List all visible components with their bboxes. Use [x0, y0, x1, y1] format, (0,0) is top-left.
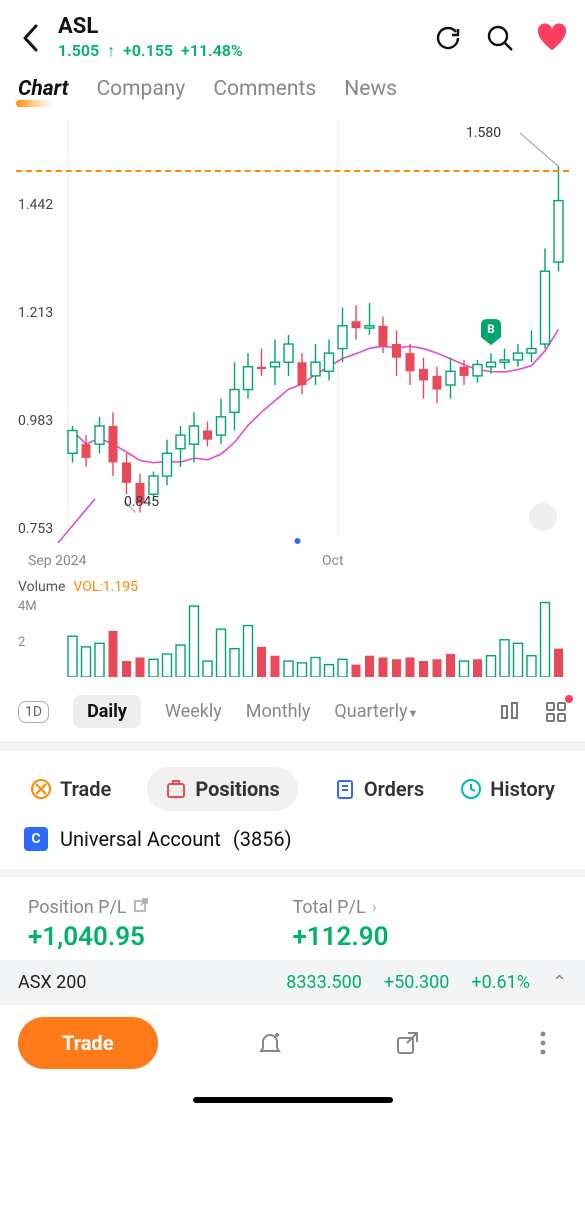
x-axis-label: Sep 2024 [28, 553, 87, 569]
subtab-positions[interactable]: Positions [147, 767, 297, 811]
sub-tabs: Trade Positions Orders History [0, 751, 585, 827]
account-label: Universal Account [60, 827, 221, 851]
interval-monthly[interactable]: Monthly [246, 701, 311, 722]
expand-chart-icon[interactable] [529, 503, 557, 531]
interval-1d[interactable]: 1D [18, 701, 49, 723]
index-pct: +0.61% [471, 972, 530, 993]
alert-bell-icon[interactable] [246, 1019, 294, 1067]
last-price: 1.505 [58, 41, 99, 61]
y-axis-label: 0.983 [16, 413, 55, 429]
external-link-icon[interactable] [133, 897, 149, 918]
price-callout: 0.845 [124, 494, 159, 510]
subtab-positions-label: Positions [195, 777, 279, 801]
chevron-right-icon[interactable]: › [372, 897, 377, 918]
pl-section: Position P/L +1,040.95 Total P/L › +112.… [0, 877, 585, 960]
y-axis-label: 1.442 [16, 197, 55, 213]
refresh-icon[interactable] [433, 23, 463, 53]
ticker-block: ASL 1.505 ↑ +0.155 +11.48% [58, 14, 419, 61]
favorite-heart-icon[interactable] [537, 23, 567, 53]
index-strip[interactable]: ASX 200 8333.500 +50.300 +0.61% ⌃ [0, 960, 585, 1005]
price-change-pct: +11.48% [181, 41, 243, 61]
history-icon [460, 778, 482, 800]
interval-daily[interactable]: Daily [73, 695, 141, 728]
subtab-orders-label: Orders [364, 777, 424, 801]
interval-quarterly[interactable]: Quarterly▼ [334, 701, 418, 722]
interval-bar: 1D Daily Weekly Monthly Quarterly▼ [0, 681, 585, 742]
position-pl-value: +1,040.95 [28, 922, 293, 952]
subtab-trade[interactable]: Trade [30, 777, 111, 801]
x-axis-label: Oct [322, 553, 344, 569]
orders-icon [334, 778, 356, 800]
share-icon[interactable] [383, 1019, 431, 1067]
chart-type-icon[interactable] [499, 701, 521, 723]
ticker-symbol: ASL [58, 14, 419, 39]
y-axis-label: 1.213 [16, 305, 55, 321]
arrow-up-icon: ↑ [107, 41, 115, 61]
volume-y-label: 4M [18, 599, 37, 614]
volume-y-label: 2 [18, 635, 25, 650]
nav-tabs: Chart Company Comments News [0, 69, 585, 101]
reference-line [16, 170, 569, 172]
index-change: +50.300 [384, 972, 450, 993]
price-chart[interactable]: B 1.442 1.213 0.983 0.753 Sep 2024 Oct 1.580… [0, 119, 585, 569]
account-row[interactable]: C Universal Account (3856) [0, 827, 585, 869]
more-menu-icon[interactable] [519, 1019, 567, 1067]
notification-dot-icon [565, 695, 573, 703]
position-pl-label: Position P/L [28, 897, 127, 918]
account-number: (3856) [233, 827, 292, 851]
tab-comments[interactable]: Comments [213, 77, 316, 101]
positions-icon [165, 778, 187, 800]
account-icon: C [24, 827, 48, 851]
trade-icon [30, 778, 52, 800]
subtab-history[interactable]: History [460, 777, 555, 801]
interval-weekly[interactable]: Weekly [165, 701, 222, 722]
home-indicator [193, 1097, 393, 1103]
trade-button[interactable]: Trade [18, 1017, 158, 1069]
tab-chart[interactable]: Chart [18, 77, 69, 101]
price-callout: 1.580 [466, 125, 501, 141]
tab-news[interactable]: News [344, 77, 397, 101]
chevron-up-icon[interactable]: ⌃ [552, 972, 567, 993]
tab-company[interactable]: Company [97, 77, 186, 101]
index-value: 8333.500 [286, 972, 362, 993]
total-pl-label: Total P/L [293, 897, 366, 918]
price-change: +0.155 [123, 41, 173, 61]
y-axis-label: 0.753 [16, 521, 55, 537]
back-button[interactable] [18, 25, 44, 51]
subtab-history-label: History [490, 777, 555, 801]
layout-grid-icon[interactable] [545, 701, 567, 723]
volume-value: VOL:1.195 [73, 579, 138, 595]
total-pl-value: +112.90 [293, 922, 558, 952]
volume-chart[interactable]: Volume VOL:1.195 4M 2 [0, 579, 585, 681]
bottom-bar: Trade [0, 1005, 585, 1081]
search-icon[interactable] [485, 23, 515, 53]
subtab-trade-label: Trade [60, 777, 111, 801]
subtab-orders[interactable]: Orders [334, 777, 424, 801]
svg-text:B: B [487, 322, 495, 336]
index-name: ASX 200 [18, 972, 87, 993]
volume-label: Volume [18, 579, 65, 595]
